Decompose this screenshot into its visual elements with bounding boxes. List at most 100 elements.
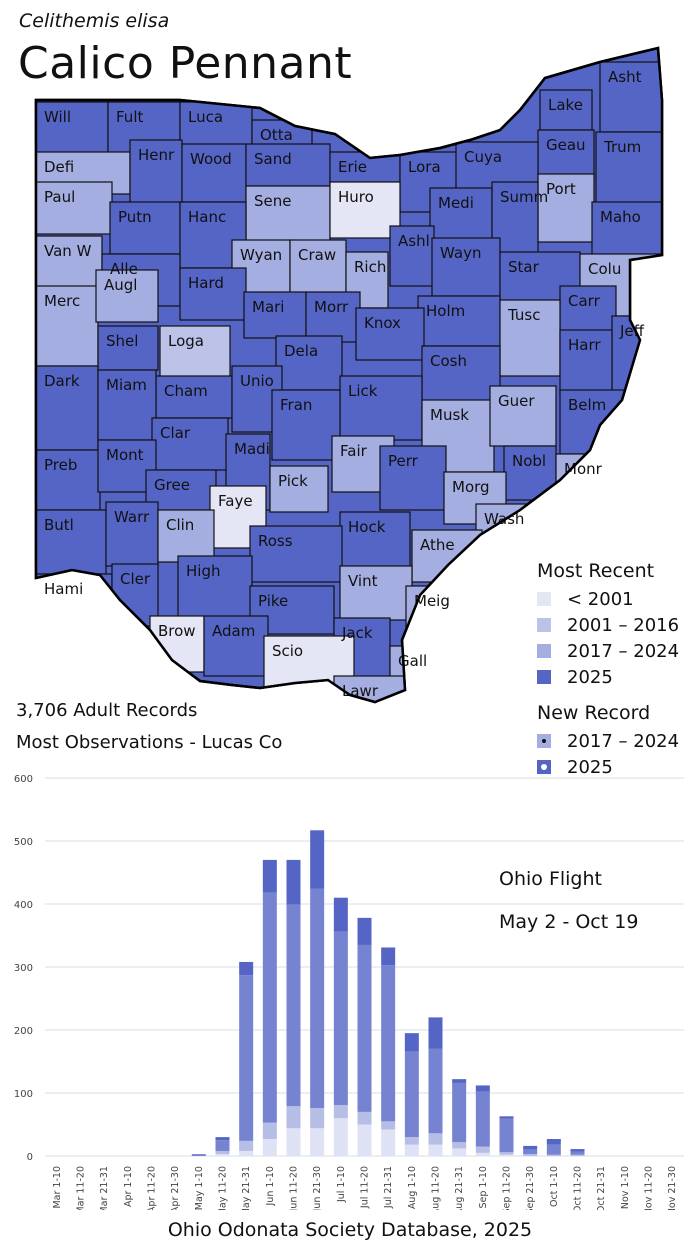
legend-label: 2017 – 2024 — [567, 640, 680, 662]
chart-source-footer: Ohio Odonata Society Database, 2025 — [167, 1219, 533, 1241]
county-label-hard: Hard — [188, 274, 224, 292]
bar-segment — [475, 1152, 490, 1156]
bar-segment — [428, 1048, 443, 1134]
county-label-star: Star — [508, 258, 540, 276]
y-tick-label: 200 — [14, 1026, 33, 1037]
y-tick-label: 600 — [14, 774, 33, 785]
county-label-holm: Holm — [426, 302, 465, 320]
county-label-fult: Fult — [116, 108, 143, 126]
county-label-cler: Cler — [120, 570, 151, 588]
county-van-w — [36, 235, 103, 289]
x-tick-label: Sep 1-10 — [478, 1166, 489, 1209]
bar-segment — [404, 1137, 419, 1145]
county-paul — [36, 181, 113, 235]
county-hock — [339, 511, 411, 571]
x-tick-label: May 11-20 — [218, 1166, 229, 1210]
county-label-hock: Hock — [348, 518, 386, 536]
bar-segment — [239, 975, 254, 1141]
x-tick-label: Apr 1-10 — [123, 1166, 134, 1207]
bar-segment — [333, 1104, 348, 1119]
county-label-asht: Asht — [608, 68, 642, 86]
county-henr — [129, 139, 183, 205]
bar-segment — [357, 917, 372, 945]
county-label-van-w: Van W — [44, 242, 92, 260]
map-legend: Most Recent < 2001 2001 – 2016 2017 – 20… — [537, 560, 697, 780]
x-tick-label: Apr 21-30 — [170, 1166, 181, 1210]
county-label-musk: Musk — [430, 406, 469, 424]
county-vint — [339, 565, 413, 621]
county-label-wood: Wood — [190, 150, 232, 168]
bar-segment — [191, 1154, 206, 1156]
y-tick-label: 100 — [14, 1089, 33, 1100]
bar-segment — [452, 1082, 467, 1143]
county-label-ross: Ross — [258, 532, 293, 550]
county-label-dela: Dela — [284, 342, 318, 360]
county-label-perr: Perr — [388, 452, 419, 470]
bar-segment — [546, 1144, 561, 1155]
county-label-harr: Harr — [568, 336, 601, 354]
new-record-dot-icon — [541, 764, 547, 770]
legend-new-record-title: New Record — [537, 702, 651, 724]
county-label-cosh: Cosh — [430, 352, 467, 370]
bar-segment — [262, 1138, 277, 1156]
most-observations-note: Most Observations - Lucas Co — [16, 732, 283, 753]
county-geau — [537, 129, 595, 181]
bar-segment — [310, 888, 325, 1109]
county-harr — [559, 329, 613, 395]
county-label-brow: Brow — [158, 622, 196, 640]
x-tick-label: Aug 1-10 — [407, 1166, 418, 1209]
county-sene — [245, 185, 331, 243]
county-label-wyan: Wyan — [240, 246, 282, 264]
county-label-mont: Mont — [106, 446, 144, 464]
county-label-colu: Colu — [588, 260, 621, 278]
bar-segment — [475, 1146, 490, 1153]
county-label-monr: Monr — [564, 460, 603, 478]
county-will — [36, 101, 109, 159]
flight-annotation-title: Ohio Flight — [499, 868, 602, 890]
bar-segment — [499, 1118, 514, 1153]
ohio-county-map: Will Fult Luca Otta Asht Lake Geau Trum Defi Henr… — [34, 46, 664, 704]
bar-segment — [215, 1154, 230, 1156]
county-label-tusc: Tusc — [507, 306, 540, 324]
bar-segment — [310, 830, 325, 889]
county-label-lick: Lick — [348, 382, 378, 400]
bar-segment — [262, 859, 277, 893]
x-tick-label: Mar 1-10 — [52, 1166, 63, 1209]
county-medi — [429, 187, 493, 243]
county-label-vint: Vint — [348, 572, 378, 590]
county-mont — [97, 439, 157, 493]
species-title: Calico Pennant — [18, 38, 353, 89]
county-label-hami: Hami — [44, 580, 83, 598]
county-label-high: High — [186, 562, 220, 580]
bar-segment — [570, 1151, 585, 1155]
bar-segment — [215, 1150, 230, 1155]
county-label-athe: Athe — [420, 536, 455, 554]
x-tick-label: Nov 21-30 — [667, 1166, 678, 1210]
y-tick-label: 300 — [14, 963, 33, 974]
x-tick-label: Apr 11-20 — [147, 1166, 158, 1210]
scientific-name: Celithemis elisa — [19, 10, 170, 32]
county-knox — [355, 307, 425, 361]
bar-segment — [404, 1051, 419, 1138]
bar-segment — [381, 1129, 396, 1156]
county-high — [177, 555, 253, 619]
county-label-butl: Butl — [44, 516, 74, 534]
county-label-cuya: Cuya — [464, 148, 502, 166]
county-label-defi: Defi — [44, 158, 74, 176]
x-tick-label: Jul 11-20 — [360, 1166, 371, 1209]
x-tick-label: Jun 11-20 — [289, 1166, 300, 1210]
legend-label: 2025 — [567, 756, 613, 778]
bar-segment — [239, 961, 254, 976]
county-label-scio: Scio — [272, 642, 303, 660]
county-label-morg: Morg — [452, 478, 490, 496]
bar-segment — [404, 1033, 419, 1052]
bar-segment — [452, 1142, 467, 1149]
county-label-craw: Craw — [298, 246, 336, 264]
legend-swatch — [537, 592, 551, 606]
county-label-adam: Adam — [212, 622, 255, 640]
bar-segment — [381, 947, 396, 966]
county-guer — [489, 385, 557, 447]
county-label-port: Port — [546, 180, 576, 198]
county-label-alle: Alle — [110, 260, 138, 278]
bar-segment — [546, 1138, 561, 1145]
